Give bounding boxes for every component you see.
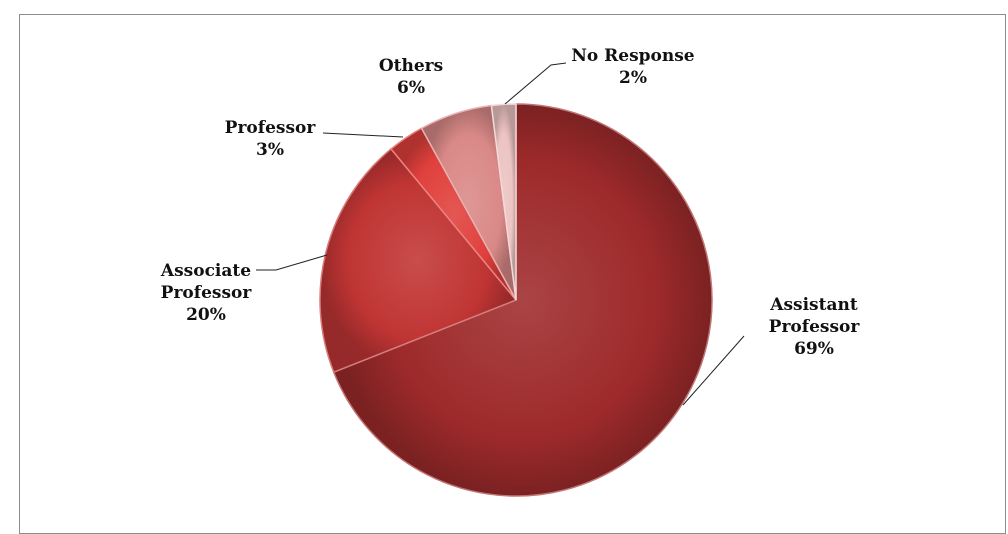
leader-line-associate-professor	[256, 254, 328, 271]
leader-line-assistant-professor	[682, 335, 745, 406]
leader-lines	[256, 62, 745, 406]
pie-slice-associate-professor	[319, 147, 518, 374]
slice-label-professor: Professor 3%	[225, 118, 317, 160]
slice-label-others: Others 6%	[379, 56, 443, 98]
slice-label-associate-professor: Associate Professor 20%	[160, 261, 252, 325]
pie-chart: Assistant Professor 69% Associate Professor 2…	[160, 46, 860, 497]
slice-label-no-response: No Response 2%	[571, 46, 694, 88]
slice-labels: Assistant Professor 69% Associate Professor 2…	[160, 46, 860, 359]
leader-line-no-response	[504, 62, 567, 105]
pie-slices	[319, 103, 713, 497]
slice-label-assistant-professor: Assistant Professor 69%	[769, 295, 861, 359]
pie-slice-no-response	[490, 103, 517, 301]
leader-line-professor	[322, 132, 404, 138]
pie-slice-assistant-professor	[332, 103, 713, 497]
